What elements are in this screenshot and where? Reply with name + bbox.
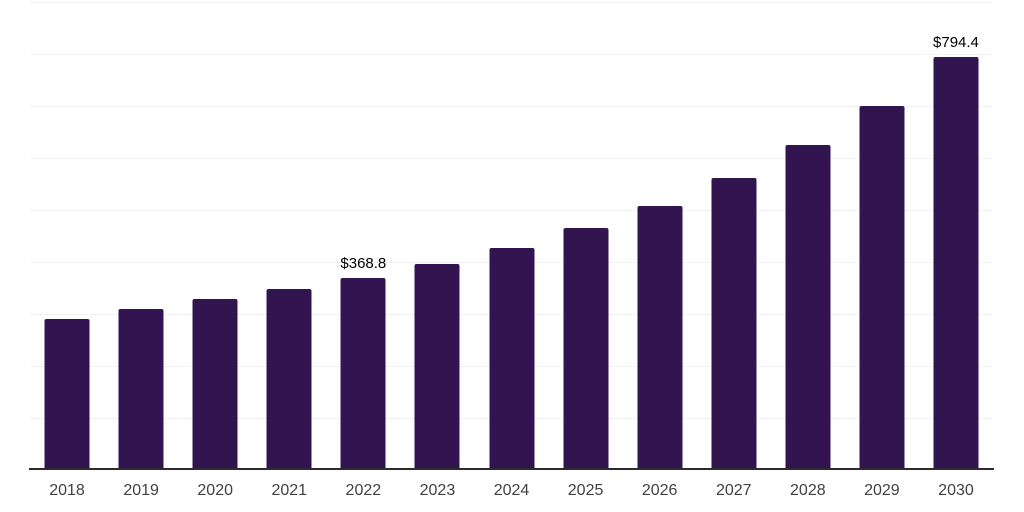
x-tick-2027: 2027 (715, 482, 752, 499)
gridline-600 (30, 158, 993, 159)
x-tick-2018: 2018 (49, 482, 85, 499)
x-tick-2021: 2021 (271, 482, 308, 499)
bar-slot-2027 (697, 2, 771, 470)
bar-2018[interactable] (44, 318, 90, 470)
bar-2027[interactable] (711, 177, 757, 470)
bar-slot-2026 (623, 2, 697, 470)
bar-slot-2022: $368.8 (326, 2, 400, 470)
bar-slot-2023 (400, 2, 474, 470)
x-tick-2026: 2026 (641, 482, 678, 499)
x-tick-2030: 2030 (938, 482, 974, 499)
gridline-900 (30, 2, 993, 3)
bar-2030[interactable] (933, 56, 979, 470)
x-tick-2020: 2020 (197, 482, 233, 499)
bar-2021[interactable] (266, 288, 312, 470)
bar-2020[interactable] (192, 298, 238, 470)
value-label-2030: $794.4 (933, 33, 979, 51)
bar-2029[interactable] (859, 106, 905, 470)
bar-slot-2024 (474, 2, 548, 470)
bar-2025[interactable] (563, 227, 609, 470)
bar-2023[interactable] (414, 264, 460, 470)
bar-slot-2019 (104, 2, 178, 470)
x-axis-line (29, 468, 994, 470)
bar-2019[interactable] (118, 308, 164, 470)
bar-series: $368.8 $794.4 (30, 2, 993, 470)
bar-2028[interactable] (785, 145, 831, 470)
value-label-2022: $368.8 (340, 255, 387, 273)
gridline-700 (30, 106, 993, 107)
x-tick-2025: 2025 (567, 482, 604, 499)
x-tick-2024: 2024 (493, 482, 530, 499)
bar-2022[interactable] (340, 278, 386, 470)
bar-slot-2029 (845, 2, 919, 470)
bar-slot-2030: $794.4 (919, 2, 993, 470)
x-tick-2019: 2019 (123, 482, 159, 499)
bar-slot-2021 (252, 2, 326, 470)
x-tick-2028: 2028 (790, 482, 826, 499)
x-tick-2029: 2029 (864, 482, 900, 499)
gridline-500 (30, 210, 993, 211)
gridline-800 (30, 54, 993, 55)
bar-slot-2028 (771, 2, 845, 470)
bar-slot-2025 (549, 2, 623, 470)
bar-2024[interactable] (489, 247, 534, 470)
x-tick-2023: 2023 (419, 482, 456, 499)
x-tick-2022: 2022 (345, 482, 382, 499)
bar-2026[interactable] (637, 205, 683, 470)
bar-slot-2018 (30, 2, 104, 470)
plot-area: $368.8 $794.4 (30, 2, 993, 470)
bar-slot-2020 (178, 2, 252, 470)
x-axis-tick-labels: 2018 2019 2020 2021 2022 2023 2024 2025 2026 2027… (30, 482, 993, 500)
